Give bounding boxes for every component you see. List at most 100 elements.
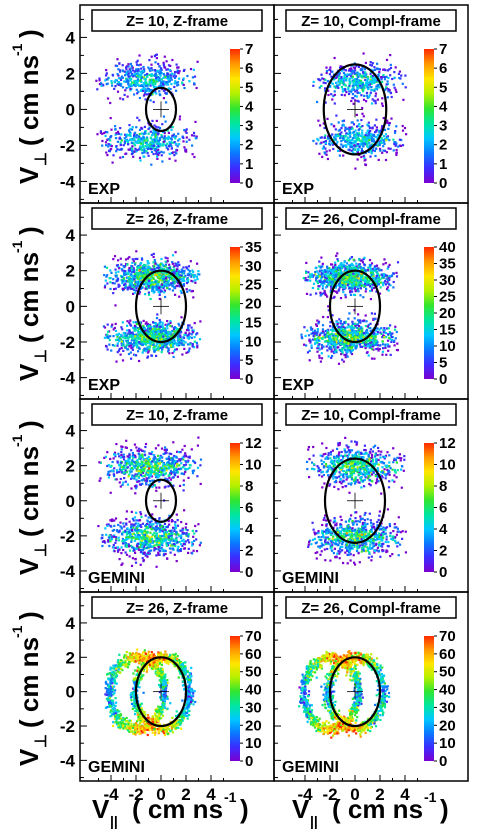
heatmap-cell [135, 150, 138, 153]
heatmap-cell [358, 343, 361, 346]
heatmap-cell [132, 138, 136, 141]
heatmap-cell [132, 269, 135, 272]
heatmap-cell [119, 337, 122, 340]
heatmap-cell [152, 78, 155, 81]
heatmap-cell [344, 129, 347, 132]
heatmap-cell [185, 351, 188, 354]
heatmap-cell [354, 83, 357, 87]
heatmap-cell [177, 139, 180, 142]
heatmap-cell [146, 152, 149, 155]
heatmap-cell [335, 81, 338, 84]
heatmap-cell [138, 280, 141, 283]
heatmap-cell [320, 73, 323, 76]
heatmap-cell [170, 147, 173, 150]
heatmap-cell [106, 348, 109, 351]
heatmap-cell [357, 132, 361, 135]
heatmap-cell [163, 137, 166, 140]
heatmap-cell [128, 77, 131, 80]
heatmap-cell [182, 140, 185, 143]
heatmap-cell [118, 339, 121, 343]
heatmap-cell [374, 99, 377, 103]
heatmap-cell [348, 129, 351, 132]
heatmap-cell [147, 83, 150, 86]
heatmap-cell [177, 273, 180, 276]
heatmap-cell [123, 280, 126, 283]
heatmap-cell [133, 339, 136, 342]
heatmap-cell [337, 149, 340, 152]
heatmap-cell [158, 293, 161, 296]
heatmap-cell [107, 138, 110, 141]
heatmap-cell [324, 101, 327, 104]
heatmap-cell [367, 283, 370, 286]
heatmap-cell [370, 140, 374, 143]
heatmap-cell [128, 282, 131, 285]
heatmap-cell [152, 283, 155, 286]
heatmap-cell [182, 344, 185, 347]
heatmap-cell [342, 71, 345, 74]
heatmap-cell [103, 274, 106, 277]
heatmap-cell [109, 139, 112, 142]
heatmap-cell [142, 85, 145, 88]
heatmap-cell [128, 133, 131, 136]
heatmap-cell [142, 87, 145, 90]
heatmap-cell [171, 261, 174, 264]
heatmap-cell [145, 330, 148, 333]
heatmap-cell [350, 144, 353, 147]
heatmap-cell [344, 356, 347, 359]
heatmap-cell [148, 342, 152, 345]
heatmap-cell [405, 133, 408, 136]
heatmap-cell [124, 152, 127, 155]
heatmap-cell [147, 66, 150, 69]
heatmap-cell [174, 75, 177, 78]
heatmap-cell [132, 155, 135, 158]
heatmap-cell [162, 89, 166, 92]
heatmap-cell [177, 132, 180, 135]
heatmap-cell [342, 119, 346, 122]
heatmap-cell [128, 269, 131, 272]
heatmap-cell [357, 72, 360, 75]
heatmap-cell [364, 78, 367, 82]
heatmap-cell [163, 281, 166, 284]
heatmap-cell [198, 338, 202, 341]
heatmap-cell [319, 360, 322, 363]
heatmap-cell [381, 151, 384, 154]
heatmap-cell [332, 147, 335, 151]
heatmap-cell [115, 360, 118, 363]
heatmap-cell [107, 330, 110, 333]
heatmap-cell [324, 87, 327, 90]
heatmap-cell [372, 286, 376, 290]
colorbar [424, 49, 434, 183]
heatmap-cell [114, 64, 117, 67]
heatmap-cell [340, 131, 343, 134]
heatmap-cell [350, 75, 353, 78]
heatmap-cell [322, 140, 325, 144]
heatmap-cell [156, 78, 159, 81]
heatmap-cell [149, 327, 152, 330]
heatmap-cell [150, 138, 153, 141]
heatmap-cell [377, 143, 380, 146]
heatmap-cell [323, 126, 326, 130]
heatmap-cell [348, 346, 351, 349]
heatmap-cell [148, 78, 151, 81]
heatmap-cell [112, 278, 115, 281]
heatmap-cell [380, 137, 383, 140]
heatmap-cell [383, 149, 387, 152]
heatmap-cell [394, 88, 397, 91]
heatmap-cell [107, 143, 110, 146]
heatmap-cell [110, 128, 113, 131]
heatmap-cell [167, 331, 170, 334]
heatmap-cell [326, 316, 329, 319]
heatmap-cell [191, 274, 194, 277]
heatmap-cell [316, 100, 319, 104]
heatmap-cell [335, 290, 338, 293]
heatmap-cell [121, 287, 124, 290]
heatmap-cell [135, 280, 138, 283]
heatmap-cell [151, 144, 154, 147]
heatmap-cell [119, 156, 122, 159]
heatmap-cell [173, 286, 176, 289]
heatmap-cell [126, 340, 129, 344]
heatmap-cell [104, 279, 107, 282]
heatmap-cell [155, 92, 158, 95]
heatmap-cell [129, 323, 132, 326]
heatmap-cell [365, 320, 368, 323]
